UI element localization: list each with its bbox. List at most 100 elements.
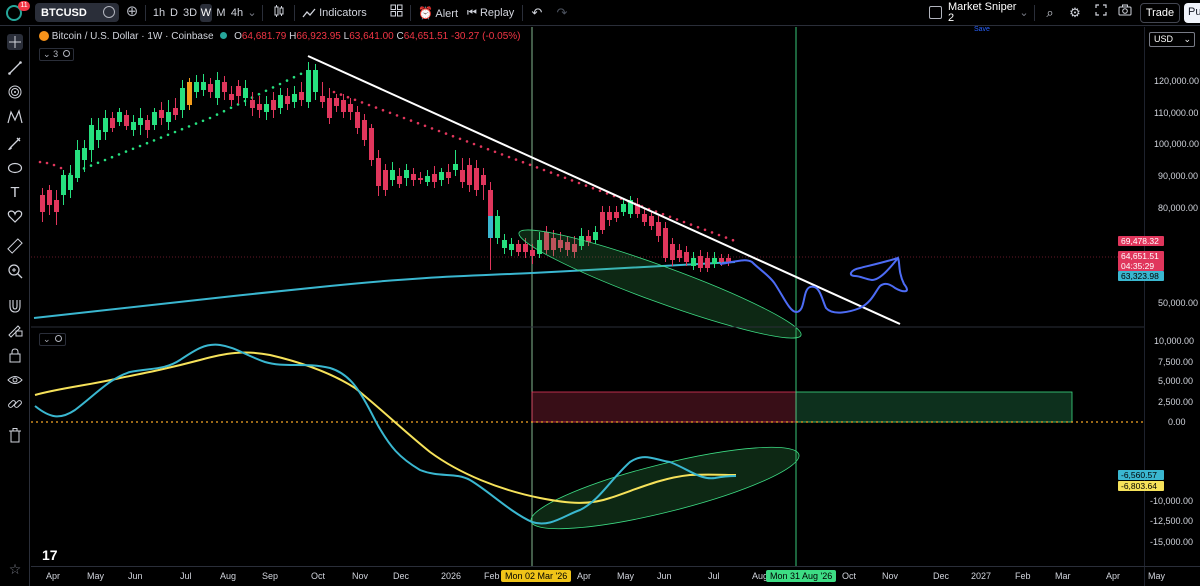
symbol-label: BTCUSD xyxy=(41,6,87,19)
candle-body xyxy=(208,84,213,92)
candle-body xyxy=(299,92,304,100)
layout-dropdown-icon[interactable]: ⌄ xyxy=(1019,7,1029,19)
sar-dot xyxy=(689,223,693,226)
sar-dot xyxy=(570,179,574,182)
bullish-zone-box[interactable] xyxy=(795,391,1073,423)
osc-tick: 7,500.00 xyxy=(1158,357,1194,367)
timeframe-w[interactable]: W xyxy=(200,4,212,22)
fib-icon[interactable] xyxy=(7,84,23,100)
last-price-value: 64,651.51 xyxy=(1121,251,1159,261)
fullscreen-icon[interactable] xyxy=(1093,4,1109,22)
candle-body xyxy=(236,86,241,96)
oscillator-settings-icon xyxy=(55,335,63,342)
last-price-tag: 64,651.51 04:35:29 xyxy=(1118,251,1164,271)
descending-trendline[interactable] xyxy=(307,55,901,325)
price-tick: 90,000.00 xyxy=(1158,171,1199,181)
sar-dot xyxy=(332,90,336,94)
eye-icon[interactable] xyxy=(7,372,23,388)
candle-body xyxy=(278,95,283,108)
sar-dot xyxy=(145,141,149,145)
add-symbol-icon[interactable]: ⊕ xyxy=(125,3,139,20)
candle-body xyxy=(110,118,115,128)
timeframe-m[interactable]: M xyxy=(216,7,226,19)
candle-body xyxy=(306,70,311,102)
toolbar-divider xyxy=(145,5,146,21)
candle-body xyxy=(334,98,339,106)
sar-dot xyxy=(110,155,114,159)
sar-dot xyxy=(542,168,546,172)
layout-name-button[interactable]: Market Sniper 2 Save xyxy=(948,2,1018,34)
sar-dot xyxy=(458,137,462,141)
candle-body xyxy=(376,158,381,186)
lock-draw-icon[interactable] xyxy=(7,322,23,338)
redo-icon[interactable]: ↷ xyxy=(556,5,568,20)
timeframe-dropdown-icon[interactable]: ⌄ xyxy=(247,7,257,19)
candle-body xyxy=(383,170,388,190)
candle-type-icon[interactable] xyxy=(270,4,288,22)
candle-body xyxy=(180,88,185,110)
sar-dot xyxy=(257,92,261,96)
candle-body xyxy=(201,82,206,90)
heart-icon[interactable] xyxy=(7,208,23,224)
indicators-icon xyxy=(302,8,316,18)
time-tick: Nov xyxy=(352,571,369,581)
trendline-icon[interactable] xyxy=(7,60,23,76)
sar-dot xyxy=(563,176,567,180)
quick-search-icon[interactable]: ⌕ xyxy=(1046,5,1054,20)
layout-checkbox-icon[interactable] xyxy=(929,6,942,19)
projection-path[interactable] xyxy=(719,256,908,314)
price-tick: 100,000.00 xyxy=(1154,139,1200,149)
price-ellipse-zone[interactable] xyxy=(513,216,807,352)
timeframe-3d[interactable]: 3D xyxy=(182,7,198,19)
candle-body xyxy=(75,150,80,178)
templates-grid-icon[interactable] xyxy=(388,4,404,22)
undo-icon[interactable]: ↶ xyxy=(531,5,543,20)
candle-body xyxy=(96,130,101,140)
osc-tick: -10,000.00 xyxy=(1150,496,1194,506)
settings-gear-icon[interactable]: ⚙ xyxy=(1069,5,1081,20)
currency-select[interactable]: USD ⌄ xyxy=(1149,32,1195,47)
sar-dot xyxy=(38,160,42,164)
indicators-label: Indicators xyxy=(319,7,367,19)
snapshot-camera-icon[interactable] xyxy=(1117,4,1133,22)
profile-icon[interactable] xyxy=(6,5,22,21)
publish-button[interactable]: Pu xyxy=(1184,3,1200,23)
oscillator-toggle[interactable]: ⌄ xyxy=(39,333,67,346)
candle-body xyxy=(194,82,199,92)
bearish-zone-box[interactable] xyxy=(531,391,797,423)
replay-button[interactable]: ⏮ Replay xyxy=(467,4,517,22)
candle-body xyxy=(68,175,73,190)
candle-body xyxy=(404,170,409,178)
sar-dot xyxy=(285,79,289,82)
brush-icon[interactable] xyxy=(7,135,23,151)
symbol-search-button[interactable]: BTCUSD xyxy=(35,3,119,22)
ruler-icon[interactable] xyxy=(7,238,23,254)
favorite-star-icon[interactable]: ☆ xyxy=(8,561,22,577)
candle-body xyxy=(166,112,171,122)
lock-icon[interactable] xyxy=(7,347,23,363)
magnet-icon[interactable] xyxy=(7,298,23,314)
trash-icon[interactable] xyxy=(7,427,23,443)
candle-body xyxy=(544,232,549,250)
ellipse-shape-icon[interactable] xyxy=(7,160,23,176)
time-tick: Dec xyxy=(393,571,410,581)
zoom-icon[interactable] xyxy=(7,263,23,279)
timeframe-1h[interactable]: 1h xyxy=(152,7,166,19)
trade-button[interactable]: Trade xyxy=(1140,3,1180,23)
crosshair-icon[interactable] xyxy=(7,34,23,50)
indicators-button[interactable]: Indicators xyxy=(302,4,382,22)
candle-body xyxy=(187,82,192,105)
timeframe-d[interactable]: D xyxy=(170,7,178,19)
pattern-icon[interactable] xyxy=(7,109,23,125)
alert-button[interactable]: ⏰ Alert xyxy=(418,4,460,22)
indicators-toggle[interactable]: ⌄ 3 xyxy=(39,48,74,61)
text-icon[interactable]: T xyxy=(10,184,20,201)
price-candles xyxy=(40,62,731,272)
timeframe-4h[interactable]: 4h xyxy=(230,7,244,19)
sar-dot xyxy=(222,109,226,113)
link-icon[interactable] xyxy=(7,396,23,412)
chart-area: Bitcoin / U.S. Dollar · 1W · Coinbase O6… xyxy=(31,27,1200,586)
moving-average-line xyxy=(33,261,736,319)
symbol-eye-icon[interactable] xyxy=(103,6,115,18)
